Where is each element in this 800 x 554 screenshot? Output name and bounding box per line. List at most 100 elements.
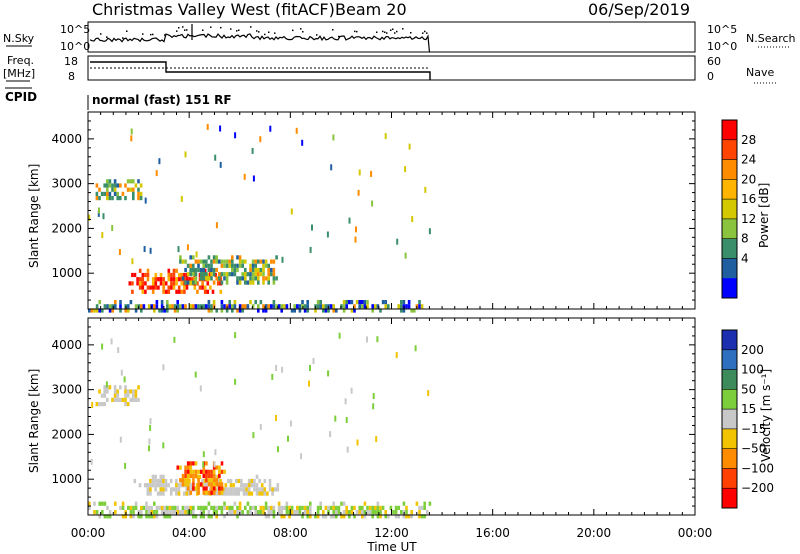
velocity-colorbar: 200 100 50 15 −15 −50 −100 −200 Velocity [m s⁻¹… — [721, 329, 774, 509]
data-cell — [407, 300, 411, 305]
data-cell — [203, 268, 207, 273]
data-cell — [156, 483, 160, 488]
data-cell — [257, 267, 260, 273]
velocity-y-title: Slant Range [km] — [27, 369, 41, 473]
data-cell — [418, 505, 421, 510]
noise-right-tick-top: 10^5 — [707, 23, 737, 36]
x-tick-label: 16:00 — [475, 526, 510, 540]
data-cell — [173, 308, 177, 313]
data-cell — [162, 364, 165, 371]
data-cell — [363, 300, 367, 305]
data-cell — [384, 133, 387, 140]
data-cell — [120, 369, 123, 376]
data-cell — [172, 277, 176, 282]
data-cell — [186, 272, 190, 277]
nave-right-tick-bottom: 0 — [707, 70, 714, 83]
noise-dot — [410, 32, 412, 34]
data-cell — [384, 510, 387, 515]
data-cell — [231, 272, 234, 277]
data-cell — [142, 505, 146, 510]
data-cell — [180, 281, 184, 286]
data-cell — [379, 308, 382, 313]
data-cell — [193, 285, 197, 290]
power-colorbar: 28 24 20 16 12 8 4 Power [dB] — [721, 119, 771, 299]
data-cell — [162, 491, 165, 496]
data-cell — [234, 132, 237, 139]
data-cell — [207, 482, 211, 487]
data-cell — [298, 510, 302, 515]
data-cell — [405, 510, 408, 515]
data-cell — [119, 385, 122, 390]
data-cell — [228, 304, 231, 309]
data-cell — [103, 393, 106, 398]
data-cell — [224, 491, 228, 496]
data-cell — [384, 514, 387, 519]
data-cell — [376, 336, 379, 343]
data-cell — [236, 308, 239, 313]
noise-search-series — [100, 24, 428, 40]
data-cell — [220, 304, 224, 309]
data-cell — [303, 304, 307, 309]
data-cell — [247, 483, 251, 488]
frequency-panel: Freq. [MHz] 18 8 60 0 Nave — [3, 54, 776, 84]
data-cell — [358, 169, 361, 176]
data-cell — [423, 514, 426, 519]
data-cell — [189, 304, 192, 309]
radar-title: Christmas Valley West (fitACF) — [92, 0, 335, 19]
data-cell — [88, 308, 91, 313]
data-cell — [184, 267, 187, 273]
data-cell — [296, 505, 299, 510]
noise-left-tick-top: 10^5 — [60, 23, 90, 36]
data-cell — [227, 491, 230, 496]
data-cell — [137, 191, 140, 196]
data-cell — [337, 510, 341, 515]
colorbar-swatch — [722, 409, 737, 430]
data-cell — [357, 189, 360, 196]
data-cell — [108, 196, 112, 201]
data-cell — [224, 483, 228, 488]
data-cell — [205, 469, 208, 474]
data-cell — [210, 259, 213, 264]
data-cell — [103, 402, 106, 407]
noise-search-label: N.Search — [746, 32, 796, 45]
data-cell — [350, 510, 354, 515]
data-cell — [308, 380, 310, 387]
data-cell — [179, 465, 182, 470]
data-cell — [147, 514, 151, 519]
data-cell — [181, 473, 185, 479]
data-cell — [223, 501, 226, 506]
data-cell — [389, 505, 393, 510]
data-cell — [154, 487, 157, 492]
data-cell — [111, 196, 114, 201]
data-cell — [332, 308, 335, 313]
data-cell — [181, 478, 185, 483]
data-cell — [172, 285, 176, 290]
data-cell — [316, 304, 320, 309]
data-cell — [184, 505, 187, 510]
data-cell — [408, 143, 411, 150]
data-cell — [259, 267, 263, 273]
data-cell — [176, 308, 179, 313]
data-cell — [206, 289, 210, 294]
data-cell — [234, 487, 238, 492]
data-cell — [415, 501, 419, 506]
data-cell — [121, 501, 125, 506]
data-cell — [103, 514, 107, 519]
data-cell — [131, 281, 134, 286]
data-cell — [202, 510, 205, 515]
data-cell — [116, 191, 119, 196]
data-cell — [374, 505, 377, 510]
data-cell — [225, 308, 229, 313]
data-cell — [428, 501, 432, 506]
data-cell — [147, 510, 151, 515]
data-cell — [236, 255, 239, 260]
data-cell — [155, 170, 158, 177]
data-cell — [414, 345, 417, 352]
colorbar-tick-label: 24 — [741, 153, 756, 167]
data-cell — [400, 510, 403, 515]
freq-left-tick-top: 18 — [64, 55, 78, 68]
data-cell — [197, 482, 200, 487]
data-cell — [179, 478, 182, 483]
data-cell — [131, 258, 134, 265]
data-cell — [119, 196, 122, 201]
